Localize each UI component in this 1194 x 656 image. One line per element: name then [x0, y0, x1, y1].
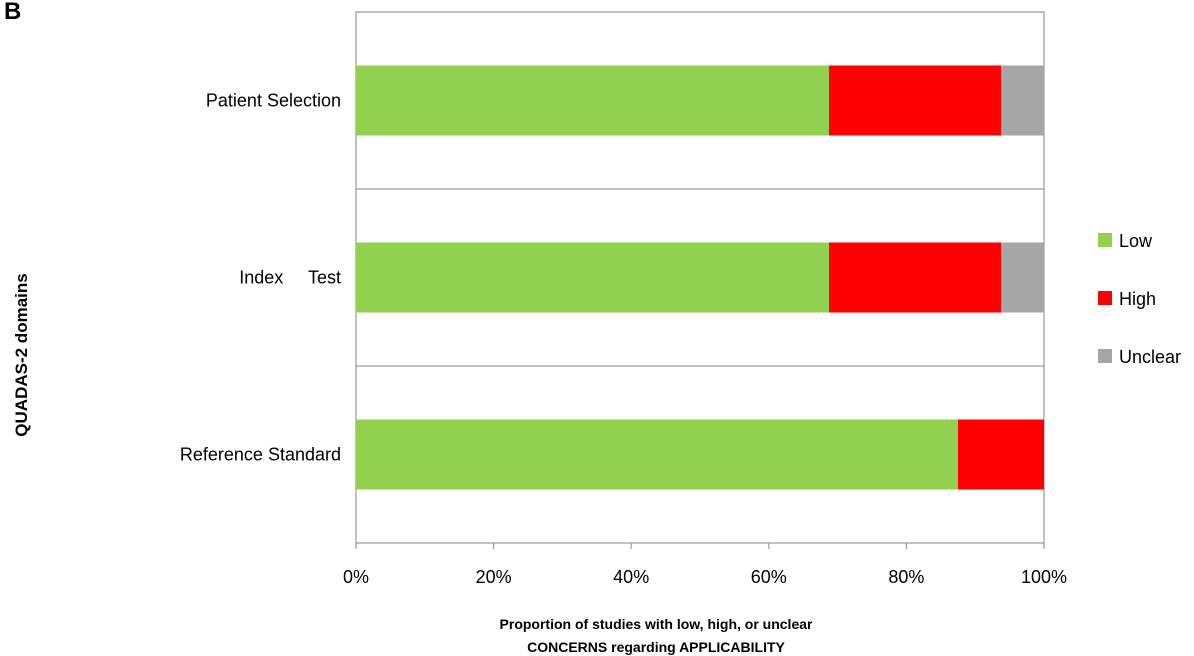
x-tick-label: 60%	[751, 567, 787, 587]
x-tick-label: 40%	[613, 567, 649, 587]
category-label: Index Test	[239, 268, 341, 288]
legend: Low High Unclear	[1098, 231, 1181, 367]
legend-label-unclear: Unclear	[1119, 347, 1181, 367]
x-axis-ticks: 0% 20% 40% 60% 80% 100%	[343, 543, 1067, 587]
bar-segment-low	[356, 242, 829, 313]
legend-label-high: High	[1119, 289, 1156, 309]
x-tick-label: 20%	[476, 567, 512, 587]
panel-label: B	[4, 0, 22, 25]
category-label: Patient Selection	[206, 91, 341, 111]
bar-segment-unclear	[1001, 65, 1044, 136]
x-axis-title-line-2: CONCERNS regarding APPLICABILITY	[527, 639, 785, 655]
bar-segment-low	[356, 65, 829, 136]
category-label: Reference Standard	[180, 445, 341, 465]
x-tick-label: 80%	[888, 567, 924, 587]
bars-group	[356, 65, 1044, 490]
x-tick-label: 100%	[1021, 567, 1067, 587]
bar-segment-low	[356, 419, 958, 490]
legend-swatch-unclear	[1098, 349, 1112, 363]
bar-segment-unclear	[1001, 242, 1044, 313]
legend-label-low: Low	[1119, 231, 1153, 251]
y-axis-title: QUADAS-2 domains	[12, 273, 31, 436]
legend-swatch-high	[1098, 291, 1112, 305]
bar-segment-high	[958, 419, 1044, 490]
legend-swatch-low	[1098, 233, 1112, 247]
category-labels: Patient Selection Index Test Reference Sta…	[180, 91, 341, 465]
bar-segment-high	[829, 242, 1001, 313]
x-axis-title-line-1: Proportion of studies with low, high, or…	[500, 616, 813, 632]
x-tick-label: 0%	[343, 567, 369, 587]
bar-segment-high	[829, 65, 1001, 136]
